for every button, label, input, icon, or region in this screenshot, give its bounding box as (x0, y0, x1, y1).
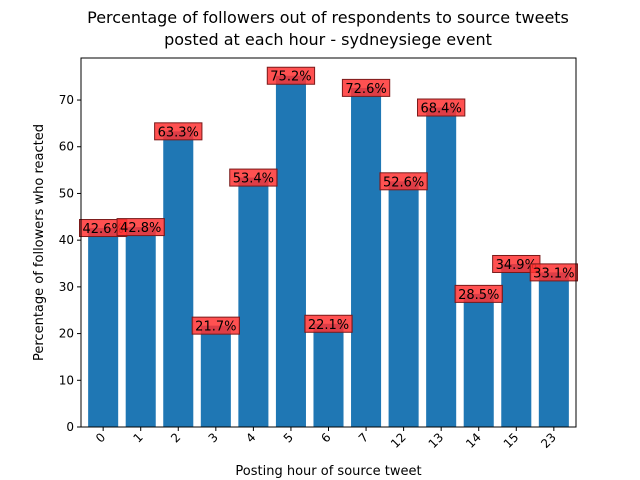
data-label-text: 75.2% (270, 70, 311, 85)
data-label-box (154, 122, 203, 141)
data-label: 52.6% (379, 172, 428, 191)
data-label-box (191, 316, 240, 335)
data-label-text: 68.4% (421, 102, 462, 117)
data-label: 28.5% (454, 284, 503, 303)
y-axis-label: Percentage of followers who reacted (32, 124, 47, 361)
y-tick-label: 30 (59, 280, 74, 294)
y-tick-label: 40 (59, 233, 74, 247)
data-label-box (266, 66, 316, 85)
x-axis: 0 1 2 3 4 5 6 7 12 13 14 15 23 (93, 427, 559, 451)
y-tick-label: 10 (59, 373, 74, 387)
data-label-text: 52.6% (383, 175, 424, 190)
bar (388, 181, 419, 427)
data-label-box (379, 172, 428, 191)
data-label-text: 42.8% (120, 221, 161, 236)
chart-title-line: posted at each hour - sydneysiege event (164, 30, 492, 49)
y-tick-label: 50 (59, 186, 74, 200)
data-label-text: 53.4% (233, 172, 274, 187)
data-label-box (229, 168, 278, 187)
bar (463, 293, 494, 427)
data-label-text: 34.9% (496, 258, 537, 273)
x-tick-label: 6 (318, 430, 333, 445)
x-tick-label: 3 (206, 430, 221, 445)
data-label-box (529, 263, 578, 282)
data-label-box (341, 78, 391, 97)
data-label-box (454, 284, 503, 303)
x-tick-label: 0 (93, 430, 108, 445)
y-tick-label: 60 (59, 140, 74, 154)
x-tick-label: 4 (243, 430, 258, 445)
x-tick-label: 15 (501, 430, 522, 451)
data-label-text: 33.1% (533, 266, 574, 281)
data-label-text: 72.6% (345, 82, 386, 97)
y-tick-label: 70 (59, 93, 74, 107)
data-label: 34.9% (492, 254, 541, 273)
data-label: 75.2% (266, 66, 316, 85)
bar (275, 75, 306, 428)
bar (351, 87, 382, 427)
data-labels-group: 42.6%42.8% 63.3% 21.7% 53.4% 75.2% 22.1% 72.6%… (79, 66, 578, 335)
bar (200, 325, 231, 427)
bar (163, 131, 194, 427)
bars-group (88, 75, 569, 428)
data-label-text: 22.1% (308, 318, 349, 333)
bar (426, 107, 457, 428)
data-label-text: 42.6% (83, 222, 124, 237)
data-label-text: 28.5% (458, 288, 499, 303)
x-tick-label: 23 (538, 430, 559, 451)
data-label: 42.8% (116, 218, 165, 237)
data-label-text: 63.3% (158, 125, 199, 140)
data-label: 21.7% (191, 316, 240, 335)
bar (238, 177, 269, 427)
x-tick-label: 5 (281, 430, 296, 445)
data-label: 72.6% (341, 78, 391, 97)
x-tick-label: 2 (168, 430, 183, 445)
x-tick-label: 7 (356, 430, 371, 445)
data-label-box (417, 98, 466, 117)
data-label-text: 21.7% (195, 320, 236, 335)
data-label: 53.4% (229, 168, 278, 187)
bar (501, 263, 532, 427)
y-axis: 0 10 20 30 40 50 60 70 (59, 93, 81, 434)
bar (538, 272, 569, 427)
data-label: 68.4% (417, 98, 466, 117)
x-axis-label: Posting hour of source tweet (235, 464, 421, 479)
x-tick-label: 12 (388, 430, 409, 451)
x-tick-label: 1 (131, 430, 146, 445)
chart-title-line: Percentage of followers out of responden… (87, 8, 569, 27)
y-tick-label: 0 (66, 420, 74, 434)
data-label-box (116, 218, 165, 237)
data-label: 42.6% (79, 219, 128, 238)
data-label: 33.1% (529, 263, 578, 282)
bar (313, 323, 344, 427)
bar (88, 228, 119, 427)
data-label: 63.3% (154, 122, 203, 141)
bar (125, 227, 156, 427)
chart-title: Percentage of followers out of responden… (87, 8, 569, 49)
x-tick-label: 14 (463, 430, 484, 451)
y-tick-label: 20 (59, 327, 74, 341)
data-label: 22.1% (304, 314, 353, 333)
data-label-box (304, 314, 353, 333)
x-tick-label: 13 (426, 430, 447, 451)
